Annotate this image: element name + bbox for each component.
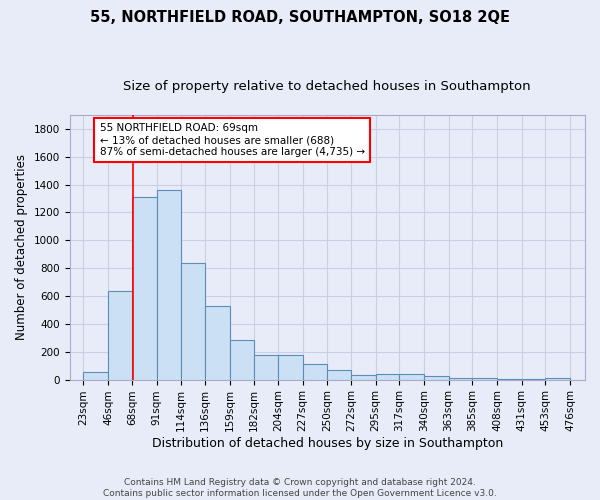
- Bar: [157, 190, 181, 380]
- Bar: [521, 379, 545, 380]
- Bar: [399, 374, 424, 380]
- Bar: [424, 376, 449, 380]
- Bar: [132, 197, 157, 380]
- Bar: [545, 378, 570, 380]
- Bar: [254, 355, 278, 380]
- Bar: [302, 364, 327, 380]
- Bar: [472, 378, 497, 380]
- X-axis label: Distribution of detached houses by size in Southampton: Distribution of detached houses by size …: [152, 437, 503, 450]
- Bar: [83, 372, 108, 380]
- Title: Size of property relative to detached houses in Southampton: Size of property relative to detached ho…: [124, 80, 531, 93]
- Bar: [108, 291, 132, 380]
- Text: 55 NORTHFIELD ROAD: 69sqm
← 13% of detached houses are smaller (688)
87% of semi: 55 NORTHFIELD ROAD: 69sqm ← 13% of detac…: [100, 124, 365, 156]
- Bar: [497, 379, 521, 380]
- Bar: [205, 306, 230, 380]
- Bar: [230, 340, 254, 380]
- Text: 55, NORTHFIELD ROAD, SOUTHAMPTON, SO18 2QE: 55, NORTHFIELD ROAD, SOUTHAMPTON, SO18 2…: [90, 10, 510, 25]
- Bar: [376, 374, 399, 380]
- Bar: [449, 378, 472, 380]
- Text: Contains HM Land Registry data © Crown copyright and database right 2024.
Contai: Contains HM Land Registry data © Crown c…: [103, 478, 497, 498]
- Bar: [278, 355, 302, 380]
- Bar: [181, 264, 205, 380]
- Bar: [351, 374, 376, 380]
- Bar: [327, 370, 351, 380]
- Y-axis label: Number of detached properties: Number of detached properties: [15, 154, 28, 340]
